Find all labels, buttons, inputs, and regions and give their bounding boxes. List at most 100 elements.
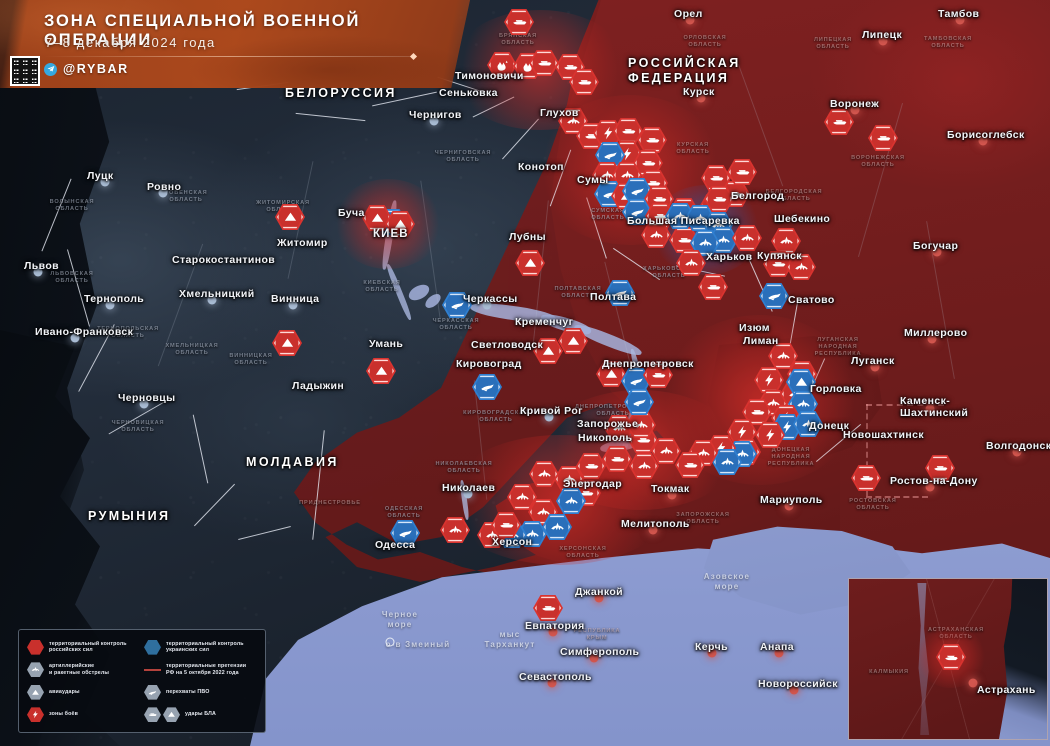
city-label[interactable]: Конотоп [518,161,564,173]
city-label[interactable]: Курск [683,86,715,98]
city-label[interactable]: Винница [271,293,320,305]
city-label[interactable]: Симферополь [560,646,640,658]
city-label[interactable]: Глухов [540,107,579,119]
city-label[interactable]: Тернополь [84,293,145,305]
city-label[interactable]: Одесса [375,539,416,551]
city-label[interactable]: Кременчуг [515,316,574,328]
city-label[interactable]: Анапа [760,641,794,653]
city-label[interactable]: Изюм [739,322,770,334]
city-label[interactable]: Волгодонск [986,440,1050,452]
legend-label: авиаудары [49,688,80,695]
artillery-strike-icon[interactable] [732,225,762,251]
city-label[interactable]: Керчь [695,641,728,653]
city-label[interactable]: Сватово [788,294,835,306]
city-label[interactable]: Светловодск [471,339,544,351]
city-label[interactable]: Севастополь [519,671,592,683]
uav-strike-icon[interactable] [727,159,757,185]
uav-strike-icon[interactable] [529,50,559,76]
city-label[interactable]: Чернигов [409,109,462,121]
combat-zone-icon[interactable] [593,120,623,146]
city-marker-dot [850,105,860,115]
city-label[interactable]: Евпатория [525,620,585,632]
uav-strike-icon[interactable] [569,69,599,95]
city-label[interactable]: Орел [674,8,703,20]
artillery-strike-icon[interactable] [641,222,671,248]
city-label[interactable]: Черновцы [118,392,176,404]
uav-strike-icon[interactable] [637,127,667,153]
city-label[interactable]: Новошахтинск [843,429,924,441]
city-label[interactable]: Тамбов [938,8,980,20]
city-label[interactable]: Горловка [810,383,862,395]
city-label[interactable]: Кривой Рог [520,405,583,417]
uav-strike-icon[interactable] [824,109,854,135]
oblast-label: РОСТОВСКАЯ ОБЛАСТЬ [849,498,897,511]
city-label[interactable]: Ростов-на-Дону [890,475,978,487]
city-label[interactable]: Мелитополь [621,518,690,530]
city-label[interactable]: Ладыжин [292,380,345,392]
city-label[interactable]: Ивано-Франковск [35,326,134,338]
city-label[interactable]: Тимоновичи [455,70,524,82]
city-label[interactable]: Токмак [651,483,690,495]
uav-strike-icon[interactable] [701,165,731,191]
artillery-strike-icon[interactable] [690,230,720,256]
city-label[interactable]: Купянск [757,250,802,262]
city-label[interactable]: Ровно [147,181,182,193]
city-label[interactable]: КИЕВ [373,228,409,240]
astrakhan-inset-map[interactable]: АСТРАХАНСКАЯ ОБЛАСТЬ КАЛМЫКИЯ Астрахань [848,578,1048,740]
city-label[interactable]: Борисоглебск [947,129,1025,141]
combat-zone-icon[interactable] [487,52,517,78]
city-label[interactable]: Житомир [277,237,328,249]
claim-line-swatch [144,668,161,671]
city-label[interactable]: Сумы [577,174,609,186]
city-label[interactable]: Большая Писаревка [627,215,740,227]
sea-label: мыс Тарханкут [484,630,536,649]
oblast-label: ЧЕРНИГОВСКАЯ ОБЛАСТЬ [434,150,492,163]
air-defense-intercept-icon[interactable] [622,178,652,204]
airstrike-icon[interactable] [385,211,415,237]
city-label[interactable]: Лубны [509,231,547,243]
airstrike-icon[interactable] [515,250,545,276]
city-label[interactable]: Энергодар [563,478,623,490]
city-label[interactable]: Луганск [851,355,895,367]
city-label[interactable]: Донецк [809,420,850,432]
city-marker-dot [927,334,937,344]
city-label[interactable]: Сеньковка [439,87,498,99]
city-label[interactable]: Кировоград [456,358,522,370]
artillery-strike-icon[interactable] [771,228,801,254]
city-label[interactable]: Запорожье [577,418,639,430]
city-label[interactable]: Львов [24,260,60,272]
city-label[interactable]: Миллерово [904,327,968,339]
oblast-label: СУМСКАЯ ОБЛАСТЬ [591,208,625,221]
city-label[interactable]: Днепропетровск [602,358,694,370]
city-label[interactable]: Хмельницкий [179,288,255,300]
city-label[interactable]: Богучар [913,240,959,252]
country-label: РУМЫНИЯ [88,509,171,523]
city-label[interactable]: Мариуполь [760,494,823,506]
city-label[interactable]: Умань [369,338,404,350]
city-label[interactable]: Полтава [590,291,637,303]
uav-strike-icon[interactable] [868,125,898,151]
city-label[interactable]: Старокостантинов [172,254,276,266]
city-label[interactable]: Херсон [492,536,533,548]
city-label[interactable]: Николаев [442,482,496,494]
city-label[interactable]: Каменск- Шахтинский [900,395,969,419]
city-label[interactable]: Джанкой [575,586,624,598]
oblast-label: ТАМБОВСКАЯ ОБЛАСТЬ [924,36,972,49]
city-label[interactable]: Никополь [578,432,633,444]
city-label[interactable]: Новороссийск [758,678,838,690]
city-label[interactable]: Липецк [862,29,903,41]
city-label[interactable]: Воронеж [830,98,880,110]
airstrike-icon[interactable] [275,204,305,230]
city-label[interactable]: Лиман [743,335,779,347]
air-defense-intercept-icon[interactable] [622,199,652,225]
qr-code[interactable] [10,56,40,86]
city-label[interactable]: Белгород [731,190,785,202]
city-label[interactable]: Буча [338,207,365,219]
city-label[interactable]: Черкассы [463,293,518,305]
telegram-channel-badge[interactable]: @RYBAR [44,62,129,76]
city-label[interactable]: Шебекино [774,213,831,225]
city-label[interactable]: Луцк [87,170,114,182]
uav-strike-icon[interactable] [504,9,534,35]
city-label[interactable]: Харьков [706,251,753,263]
city-marker-dot [925,404,935,414]
